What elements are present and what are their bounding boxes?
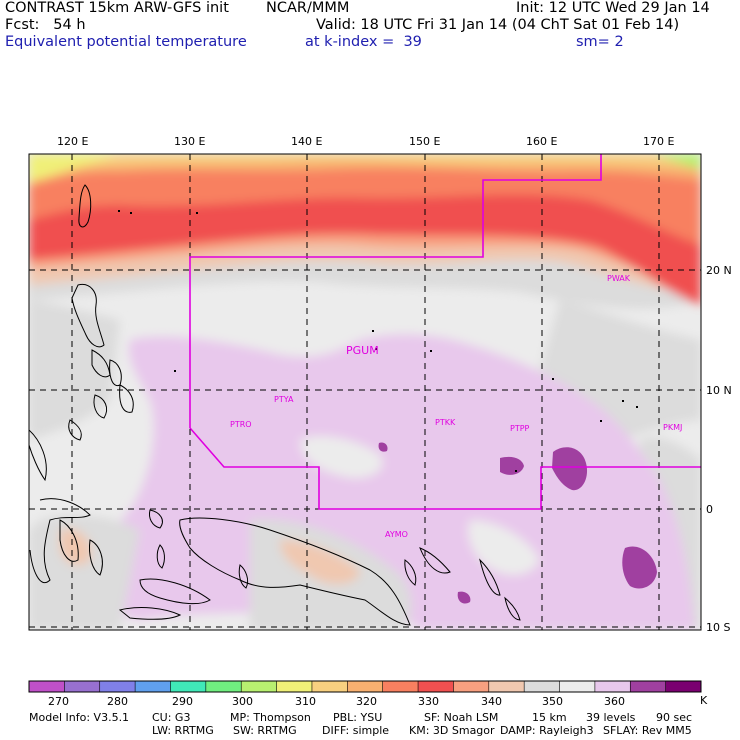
lat-label-20n: 20 N	[706, 264, 732, 277]
footer-km: KM: 3D Smagor	[409, 724, 495, 737]
lon-label-170: 170 E	[643, 135, 675, 148]
colorbar-swatch	[453, 681, 490, 692]
colorbar-label-270: 270	[48, 695, 69, 708]
station-pgum: PGUM	[346, 344, 379, 357]
footer-model-version: Model Info: V3.5.1	[29, 711, 130, 724]
colorbar-swatch	[170, 681, 207, 692]
model-org: NCAR/MMM	[266, 0, 350, 16]
colorbar-swatch	[488, 681, 525, 692]
footer-diff: DIFF: simple	[322, 724, 390, 737]
smoothing: sm= 2	[576, 34, 624, 50]
footer-resolution: 15 km	[532, 711, 567, 724]
colorbar-swatch	[64, 681, 101, 692]
lon-label-120: 120 E	[57, 135, 89, 148]
footer-pbl: PBL: YSU	[333, 711, 383, 724]
station-pkmj: PKMJ	[663, 423, 682, 432]
station-ptro: PTRO	[230, 420, 252, 429]
region-boundary	[189, 154, 701, 510]
lat-label-10n: 10 N	[706, 384, 732, 397]
lon-label-160: 160 E	[526, 135, 558, 148]
footer-levels: 39 levels	[586, 711, 636, 724]
footer-lw: LW: RRTMG	[152, 724, 214, 737]
k-index: at k-index = 39	[305, 34, 422, 50]
colorbar-label-330: 330	[418, 695, 439, 708]
colorbar-swatch	[665, 681, 702, 692]
footer-sw: SW: RRTMG	[233, 724, 297, 737]
colorbar-swatch	[205, 681, 242, 692]
init-time: Init: 12 UTC Wed 29 Jan 14	[516, 0, 710, 16]
lon-label-130: 130 E	[174, 135, 206, 148]
colorbar-swatch	[135, 681, 171, 692]
colorbar-label-350: 350	[542, 695, 563, 708]
colorbar-swatch	[311, 681, 348, 692]
colorbar-swatch	[382, 681, 419, 692]
colorbar-frame	[28, 680, 702, 693]
colorbar-swatch	[99, 681, 136, 692]
footer-damp: DAMP: Rayleigh3	[500, 724, 594, 737]
colorbar-unit: K	[700, 694, 708, 707]
station-ptpp: PTPP	[510, 424, 530, 433]
map-frame	[28, 153, 702, 631]
model-title: CONTRAST 15km ARW-GFS init	[5, 0, 229, 16]
colorbar-swatch	[594, 681, 631, 692]
colorbar-label-320: 320	[356, 695, 377, 708]
station-aymo: AYMO	[385, 530, 408, 539]
field-name: Equivalent potential temperature	[5, 34, 247, 50]
colorbar-swatch	[559, 681, 596, 692]
coastlines	[29, 184, 521, 626]
colorbar-label-290: 290	[172, 695, 193, 708]
station-pwak: PWAK	[607, 274, 631, 283]
colorbar-swatch	[29, 681, 65, 692]
station-ptya: PTYA	[274, 395, 294, 404]
colorbar-label-280: 280	[107, 695, 128, 708]
colorbar-label-310: 310	[295, 695, 316, 708]
lat-label-10s: 10 S	[706, 621, 731, 634]
small-islands	[118, 210, 638, 472]
shaded-field	[29, 154, 701, 630]
colorbar-swatch	[524, 681, 560, 692]
colorbar-swatch	[276, 681, 313, 692]
colorbar-label-360: 360	[604, 695, 625, 708]
lon-label-140: 140 E	[291, 135, 323, 148]
footer-cu: CU: G3	[152, 711, 191, 724]
colorbar-label-300: 300	[232, 695, 253, 708]
colorbar-swatch	[630, 681, 666, 692]
valid-time: Valid: 18 UTC Fri 31 Jan 14 (04 ChT Sat …	[316, 17, 680, 33]
colorbar-label-340: 340	[481, 695, 502, 708]
forecast-hour: Fcst: 54 h	[5, 17, 86, 33]
lon-label-150: 150 E	[409, 135, 441, 148]
station-ptkk: PTKK	[435, 418, 456, 427]
colorbar	[28, 680, 702, 693]
colorbar-swatch	[347, 681, 383, 692]
footer-timestep: 90 sec	[656, 711, 693, 724]
colorbar-swatch	[418, 681, 454, 692]
lat-label-0: 0	[706, 503, 713, 516]
footer-sf: SF: Noah LSM	[424, 711, 499, 724]
footer-sflay: SFLAY: Rev MM5	[603, 724, 692, 737]
footer-mp: MP: Thompson	[230, 711, 311, 724]
colorbar-swatch	[241, 681, 277, 692]
